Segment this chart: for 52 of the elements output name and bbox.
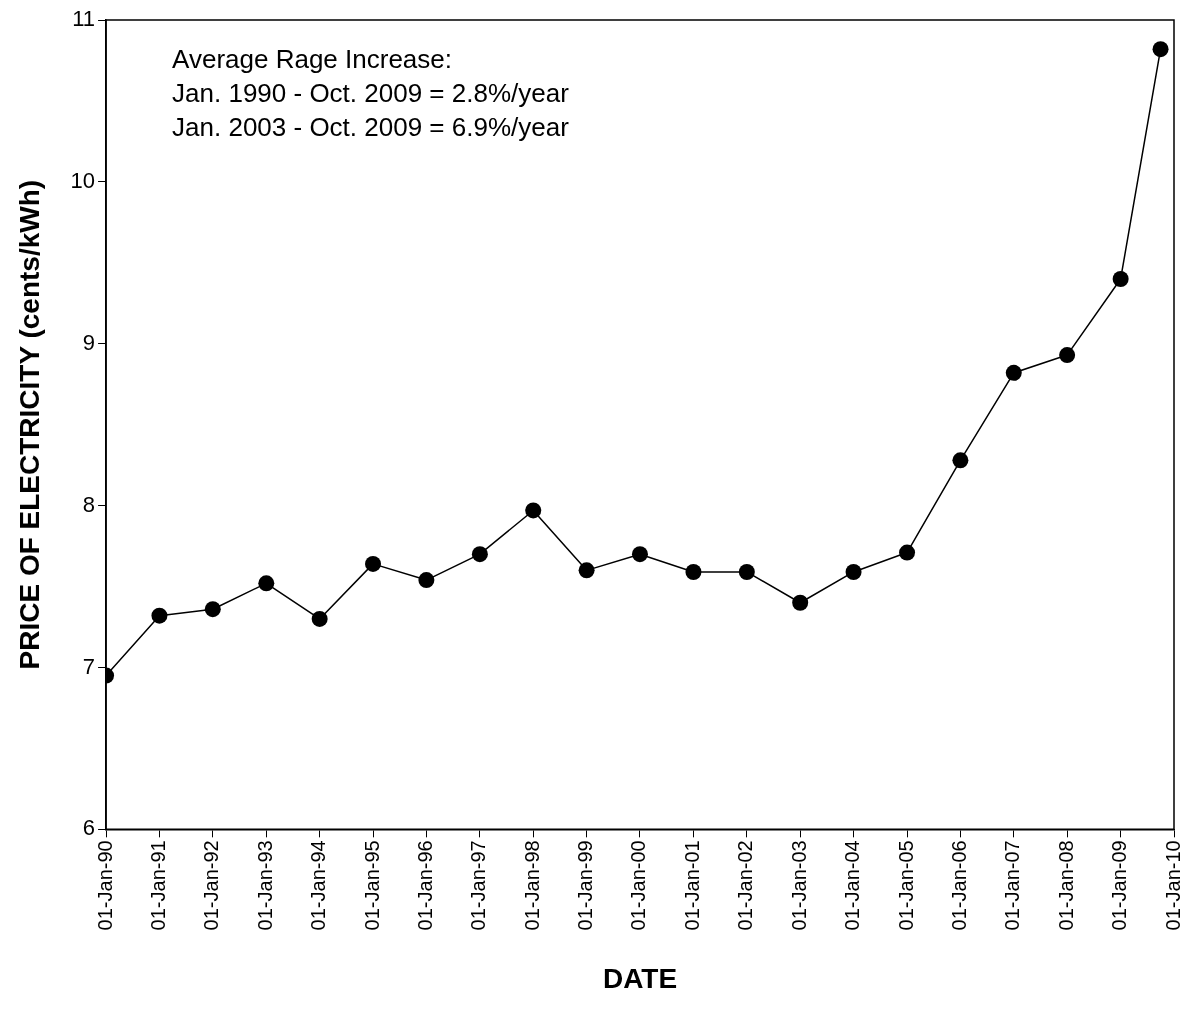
- y-tick-label: 10: [70, 167, 96, 193]
- x-axis-title: DATE: [602, 962, 678, 994]
- x-tick-label: 01-Jan-97: [467, 840, 490, 931]
- point: [685, 563, 702, 580]
- x-tick-label: 01-Jan-04: [841, 840, 864, 931]
- annotation: Jan. 1990 - Oct. 2009 = 2.8%/year: [172, 78, 570, 109]
- x-tick-label: 01-Jan-09: [1108, 840, 1131, 931]
- point: [899, 544, 916, 561]
- x-tick-label: 01-Jan-02: [734, 840, 757, 931]
- x-tick-label: 01-Jan-01: [680, 840, 703, 931]
- point: [631, 546, 648, 563]
- x-tick-label: 01-Jan-98: [520, 840, 543, 931]
- point: [738, 563, 755, 580]
- point: [1152, 41, 1169, 58]
- x-tick-label: 01-Jan-92: [200, 840, 223, 931]
- x-tick-label: 01-Jan-93: [253, 840, 276, 931]
- point: [525, 502, 542, 519]
- y-tick-label: 9: [82, 329, 96, 355]
- y-tick-label: 8: [82, 491, 96, 517]
- y-tick-label: 6: [82, 815, 96, 841]
- x-tick-label: 01-Jan-07: [1001, 840, 1024, 931]
- x-tick-label: 01-Jan-08: [1054, 840, 1077, 931]
- y-tick-label: 11: [72, 6, 96, 32]
- x-tick-label: 01-Jan-03: [787, 840, 810, 931]
- annotation: Jan. 2003 - Oct. 2009 = 6.9%/year: [172, 112, 570, 143]
- point: [471, 546, 488, 563]
- x-tick-label: 01-Jan-96: [413, 840, 436, 931]
- point: [311, 610, 328, 627]
- x-tick-label: 01-Jan-91: [146, 840, 169, 931]
- point: [204, 601, 221, 618]
- x-tick-label: 01-Jan-95: [360, 840, 383, 931]
- point: [1005, 364, 1022, 381]
- point: [1059, 347, 1076, 364]
- point: [418, 572, 435, 589]
- x-tick-label: 01-Jan-05: [894, 840, 917, 931]
- annotation: Average Rage Increase:: [172, 44, 452, 75]
- point: [1112, 270, 1129, 287]
- x-tick-label: 01-Jan-00: [627, 840, 650, 931]
- point: [151, 607, 168, 624]
- y-axis-title: PRICE OF ELECTRICITY (cents/kWh): [13, 179, 45, 670]
- point: [845, 563, 862, 580]
- x-tick-label: 01-Jan-90: [93, 840, 116, 931]
- x-tick-label: 01-Jan-94: [307, 840, 330, 931]
- point: [792, 594, 809, 611]
- point: [258, 575, 275, 592]
- point: [578, 562, 595, 579]
- point: [952, 452, 969, 469]
- point: [365, 555, 382, 572]
- x-tick-label: 01-Jan-06: [947, 840, 970, 931]
- x-tick-label: 01-Jan-99: [574, 840, 597, 931]
- y-tick-label: 7: [82, 653, 96, 679]
- x-tick-label: 01-Jan-10: [1161, 840, 1184, 931]
